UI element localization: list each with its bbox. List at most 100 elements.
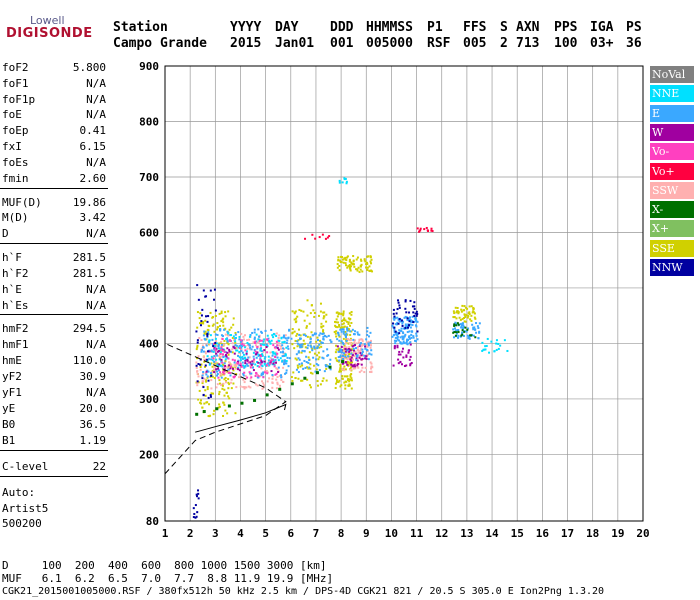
data-point-sse — [232, 317, 235, 320]
data-point-e — [309, 341, 312, 344]
data-point-vo — [236, 361, 239, 364]
data-point-nne — [219, 364, 222, 367]
data-point-ssw — [227, 334, 230, 337]
data-point-e — [396, 333, 399, 336]
data-point-nnw — [195, 493, 198, 496]
data-point-sse — [325, 367, 328, 370]
data-point-w — [231, 367, 234, 370]
data-point-e — [340, 330, 343, 333]
data-point-nnw — [413, 301, 416, 304]
data-point-e — [414, 340, 417, 343]
data-point-w — [269, 360, 272, 363]
data-point-sse — [463, 316, 466, 319]
data-point-w — [272, 362, 275, 365]
data-point-nne — [338, 179, 341, 182]
footer-d-row: D 100 200 400 600 800 1000 1500 3000 [km… — [2, 559, 327, 572]
data-point-e — [251, 345, 254, 348]
data-point-w — [350, 359, 353, 362]
data-point-sse — [360, 263, 363, 266]
data-point-nne — [244, 358, 247, 361]
data-point-sse — [347, 342, 350, 345]
data-point-ssw — [242, 386, 245, 389]
data-point-e — [327, 365, 330, 368]
data-point-sse — [335, 335, 338, 338]
data-point-e — [342, 354, 345, 357]
data-point-sse — [212, 413, 215, 416]
data-point-sse — [340, 312, 343, 315]
data-point-e — [370, 349, 373, 352]
data-point-nnw — [397, 301, 400, 304]
data-point-w — [274, 361, 277, 364]
data-point-vo — [328, 235, 331, 238]
data-point-vo — [253, 358, 256, 361]
legend-item-vo: Vo+ — [650, 162, 694, 180]
data-point-sse — [232, 382, 235, 385]
data-point-sse — [321, 380, 324, 383]
data-point-e — [207, 370, 210, 373]
data-point-e — [318, 369, 321, 372]
data-point-sse — [216, 322, 219, 325]
data-point-sse — [348, 380, 351, 383]
data-point-e — [405, 340, 408, 343]
data-point-nne — [209, 334, 212, 337]
data-point-nne — [343, 178, 346, 181]
data-point-nne — [266, 334, 269, 337]
data-point-sse — [210, 392, 213, 395]
data-point-sse — [226, 342, 229, 345]
data-point-ssw — [275, 332, 278, 335]
data-point-e — [313, 345, 316, 348]
data-point-e — [328, 363, 331, 366]
data-point-w — [255, 353, 258, 356]
data-point-sse — [460, 310, 463, 313]
data-point-e — [323, 334, 326, 337]
data-point-nne — [261, 343, 264, 346]
data-point-vo — [430, 229, 433, 232]
data-point-sse — [460, 308, 463, 311]
data-point-sse — [296, 366, 299, 369]
x-trace-point — [253, 398, 257, 402]
data-point-sse — [335, 348, 338, 351]
y-tick-label: 300 — [139, 393, 159, 406]
data-point-ssw — [280, 345, 283, 348]
data-point-ssw — [368, 370, 371, 373]
data-point-sse — [334, 357, 337, 360]
param-name-3: foE — [2, 108, 22, 121]
data-point-e — [277, 366, 280, 369]
data-point-e — [354, 330, 357, 333]
data-point-nnw — [200, 320, 203, 323]
data-point-sse — [349, 337, 352, 340]
data-point-sse — [227, 353, 230, 356]
data-point-sse — [350, 387, 353, 390]
data-point-nnw — [209, 394, 212, 397]
data-point-sse — [349, 375, 352, 378]
data-point-sse — [235, 373, 238, 376]
data-point-sse — [204, 319, 207, 322]
data-point-nnw — [413, 307, 416, 310]
data-point-nne — [234, 336, 237, 339]
data-point-e — [264, 329, 267, 332]
data-point-e — [283, 354, 286, 357]
data-point-ssw — [255, 383, 258, 386]
data-point-nnw — [401, 324, 404, 327]
param-name-2: foF1p — [2, 93, 36, 106]
data-point-nnw — [213, 288, 216, 291]
data-point-e — [405, 316, 408, 319]
data-point-e — [408, 335, 411, 338]
data-point-sse — [346, 375, 349, 378]
data-point-sse — [319, 302, 322, 305]
param-value-6: N/A — [86, 156, 106, 169]
data-point-e — [297, 371, 300, 374]
data-point-e — [343, 352, 346, 355]
data-point-sse — [335, 382, 338, 385]
data-point-sse — [205, 379, 208, 382]
data-point-nne — [285, 360, 288, 363]
data-point-e — [251, 331, 254, 334]
data-point-e — [322, 350, 325, 353]
param-name-19: yF1 — [2, 386, 22, 399]
data-point-vo — [212, 342, 215, 345]
param-name-5: fxI — [2, 140, 22, 153]
data-point-vo — [419, 227, 422, 230]
data-point-ssw — [355, 342, 358, 345]
data-point-e — [280, 376, 283, 379]
data-point-nne — [484, 348, 487, 351]
